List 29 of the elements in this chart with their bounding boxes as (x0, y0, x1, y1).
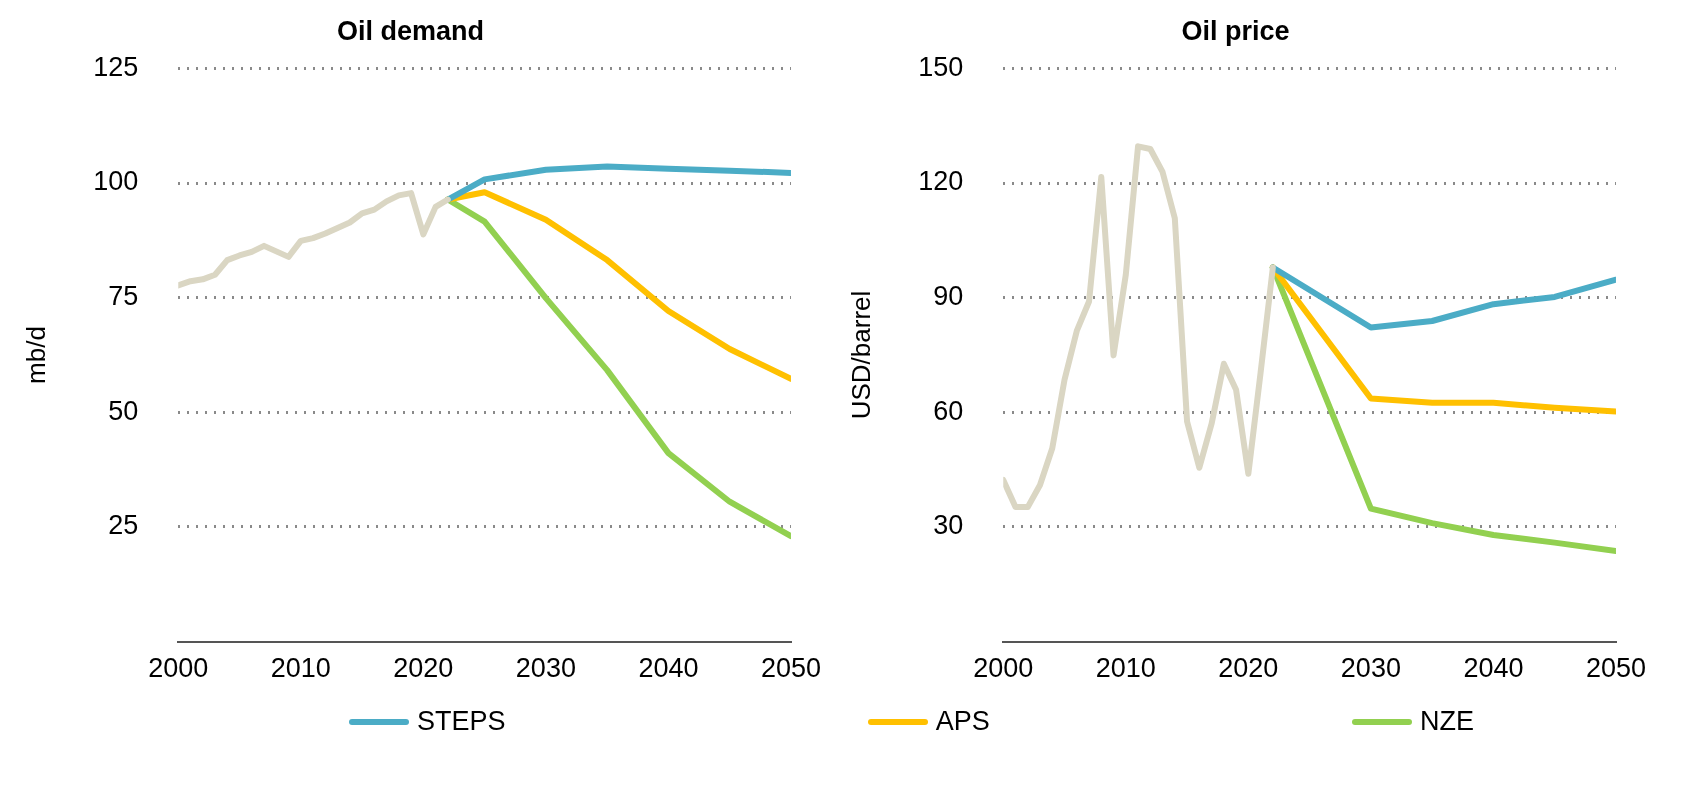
y-tick-label: 30 (933, 510, 964, 541)
legend-label: STEPS (417, 706, 506, 737)
x-tick-label: 2000 (973, 653, 1034, 684)
y-tick-label: 150 (918, 51, 964, 82)
x-tick-label: 2040 (638, 653, 699, 684)
y-tick-label: 125 (93, 51, 139, 82)
x-tick-label: 2020 (393, 653, 454, 684)
y-tick-label: 75 (108, 281, 139, 312)
y-axis-title: USD/barrel (845, 290, 876, 420)
x-tick-label: 2000 (148, 653, 209, 684)
y-tick-label: 50 (108, 395, 139, 426)
x-tick-label: 2020 (1218, 653, 1279, 684)
x-tick-label: 2010 (1095, 653, 1156, 684)
x-tick-label: 2050 (1585, 653, 1647, 684)
legend-label: NZE (1419, 706, 1474, 737)
y-tick-label: 120 (918, 166, 964, 197)
y-tick-label: 100 (93, 166, 139, 197)
y-tick-label: 60 (933, 395, 964, 426)
legend-label: APS (935, 706, 990, 737)
x-tick-label: 2040 (1463, 653, 1524, 684)
y-tick-label: 25 (108, 510, 139, 541)
y-tick-label: 90 (933, 281, 964, 312)
y-axis-title: mb/d (20, 326, 51, 384)
x-tick-label: 2050 (760, 653, 822, 684)
chart-title: Oil price (1181, 15, 1290, 46)
x-tick-label: 2010 (270, 653, 331, 684)
x-tick-label: 2030 (515, 653, 576, 684)
chart-title: Oil demand (336, 15, 485, 46)
x-tick-label: 2030 (1340, 653, 1401, 684)
